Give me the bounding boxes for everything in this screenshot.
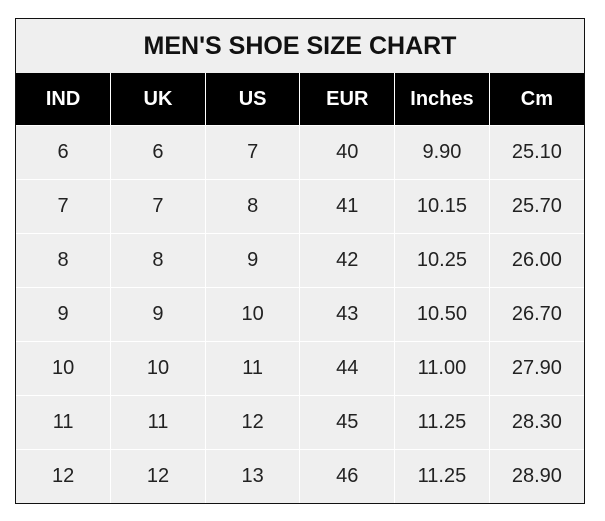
- table-row: 12 12 13 46 11.25 28.90: [16, 449, 584, 503]
- cell-us: 12: [204, 395, 300, 450]
- column-header-inches: Inches: [394, 73, 490, 126]
- cell-uk: 11: [110, 395, 206, 450]
- cell-inches: 11.25: [394, 395, 490, 450]
- cell-inches: 11.25: [394, 449, 490, 503]
- cell-uk: 10: [110, 341, 206, 396]
- size-table: IND UK US EUR Inches Cm 6 6 7 40 9.90 25.10 7 7 8 41 10…: [16, 73, 584, 503]
- column-header-us: US: [204, 73, 300, 126]
- table-body: 6 6 7 40 9.90 25.10 7 7 8 41 10.15 25.70 8 8 9 42 10.25 2…: [16, 125, 584, 503]
- table-row: 7 7 8 41 10.15 25.70: [16, 179, 584, 234]
- shoe-size-chart: MEN'S SHOE SIZE CHART IND UK US EUR Inches Cm…: [15, 18, 585, 504]
- cell-uk: 6: [110, 125, 206, 180]
- cell-cm: 25.70: [488, 179, 584, 234]
- table-row: 8 8 9 42 10.25 26.00: [16, 233, 584, 288]
- table-row: 9 9 10 43 10.50 26.70: [16, 287, 584, 342]
- cell-eur: 45: [299, 395, 395, 450]
- cell-us: 13: [204, 449, 300, 503]
- cell-inches: 10.50: [394, 287, 490, 342]
- cell-uk: 8: [110, 233, 206, 288]
- cell-inches: 11.00: [394, 341, 490, 396]
- table-row: 10 10 11 44 11.00 27.90: [16, 341, 584, 396]
- cell-us: 9: [204, 233, 300, 288]
- cell-ind: 10: [16, 341, 111, 396]
- cell-us: 7: [204, 125, 300, 180]
- table-row: 6 6 7 40 9.90 25.10: [16, 125, 584, 180]
- column-header-eur: EUR: [299, 73, 395, 126]
- cell-eur: 46: [299, 449, 395, 503]
- cell-ind: 6: [16, 125, 111, 180]
- cell-ind: 7: [16, 179, 111, 234]
- cell-cm: 28.90: [488, 449, 584, 503]
- cell-cm: 28.30: [488, 395, 584, 450]
- cell-eur: 41: [299, 179, 395, 234]
- cell-uk: 12: [110, 449, 206, 503]
- cell-cm: 25.10: [488, 125, 584, 180]
- table-row: 11 11 12 45 11.25 28.30: [16, 395, 584, 450]
- cell-us: 11: [204, 341, 300, 396]
- cell-eur: 43: [299, 287, 395, 342]
- cell-uk: 9: [110, 287, 206, 342]
- cell-ind: 9: [16, 287, 111, 342]
- chart-title: MEN'S SHOE SIZE CHART: [16, 19, 584, 73]
- cell-inches: 10.15: [394, 179, 490, 234]
- cell-ind: 8: [16, 233, 111, 288]
- cell-inches: 9.90: [394, 125, 490, 180]
- cell-eur: 40: [299, 125, 395, 180]
- cell-inches: 10.25: [394, 233, 490, 288]
- cell-us: 10: [204, 287, 300, 342]
- header-row: IND UK US EUR Inches Cm: [16, 73, 584, 126]
- column-header-uk: UK: [110, 73, 206, 126]
- cell-cm: 26.00: [488, 233, 584, 288]
- cell-cm: 26.70: [488, 287, 584, 342]
- column-header-ind: IND: [16, 73, 111, 126]
- column-header-cm: Cm: [488, 73, 584, 126]
- cell-eur: 42: [299, 233, 395, 288]
- cell-uk: 7: [110, 179, 206, 234]
- cell-ind: 11: [16, 395, 111, 450]
- cell-eur: 44: [299, 341, 395, 396]
- cell-us: 8: [204, 179, 300, 234]
- cell-ind: 12: [16, 449, 111, 503]
- cell-cm: 27.90: [488, 341, 584, 396]
